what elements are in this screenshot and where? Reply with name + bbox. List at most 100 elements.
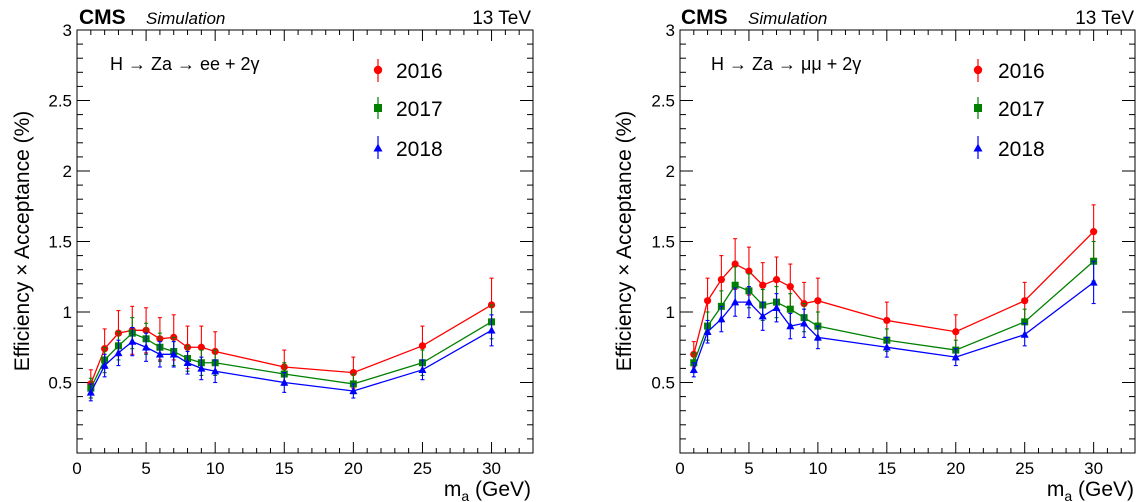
left-axis-ticks [76, 29, 534, 453]
right-y-tick-label: 2 [666, 162, 675, 181]
left-series-line-2017 [90, 321, 492, 389]
right-point-2018 [717, 314, 726, 323]
right-point-2016 [772, 275, 781, 284]
left-legend-label-2017: 2017 [396, 98, 443, 121]
left-simulation-label: Simulation [146, 9, 225, 28]
left-point-2018 [128, 337, 137, 345]
right-legend-marker-2018 [973, 143, 983, 152]
right-series-line-2016 [693, 231, 1095, 355]
right-chart-panel: 0 5 10 15 20 25 300.511.522.53 CMS Simulation … [613, 6, 1136, 502]
right-point-2017 [731, 281, 739, 289]
left-x-tick-label: 0 [72, 459, 81, 478]
right-x-axis-title: ma (GeV) [1047, 478, 1134, 502]
right-point-2018 [813, 333, 822, 341]
right-point-2018 [951, 352, 960, 361]
right-point-2018 [758, 312, 767, 320]
right-legend-marker-2016 [973, 65, 983, 75]
right-x-tick-label: 30 [1084, 459, 1103, 478]
right-point-2016 [745, 267, 753, 275]
left-point-2018 [211, 367, 220, 375]
right-point-2018 [731, 297, 740, 306]
right-legend-label-2017: 2017 [998, 98, 1045, 121]
right-point-2016 [786, 283, 794, 291]
left-legend-entry-2016: 2016 [373, 59, 443, 83]
right-point-2017 [786, 305, 794, 313]
left-y-tick-label: 3 [63, 21, 72, 40]
right-x-tick-label: 5 [744, 459, 753, 478]
left-plot-frame [76, 29, 534, 454]
right-point-2016 [1021, 297, 1029, 305]
left-point-2018 [487, 326, 496, 334]
left-x-tick-label: 25 [413, 459, 432, 478]
right-point-2018 [882, 343, 891, 351]
left-y-tick-label: 2.5 [48, 92, 72, 111]
left-legend: 2016 2017 2018 [373, 59, 443, 161]
left-point-2016 [197, 343, 205, 351]
right-energy-label: 13 TeV [1075, 8, 1134, 29]
left-legend-marker-2018 [373, 143, 383, 152]
left-experiment-label: CMS [79, 6, 126, 29]
left-legend-entry-2018: 2018 [373, 136, 443, 161]
left-y-tick-label: 1.5 [48, 233, 72, 252]
right-point-2018 [786, 321, 795, 330]
right-legend-entry-2017: 2017 [974, 97, 1045, 121]
right-series-line-2017 [693, 260, 1095, 363]
left-y-tick-label: 2 [63, 162, 72, 181]
right-process-label: H → Za → μμ + 2γ [711, 54, 861, 74]
right-legend: 2016 2017 2018 [973, 59, 1045, 161]
left-process-label: H → Za → ee + 2γ [110, 54, 260, 74]
right-plot-frame [679, 29, 1136, 454]
right-axis-ticks [679, 29, 1136, 453]
right-point-2016 [952, 328, 960, 336]
right-point-2018 [800, 319, 809, 327]
right-point-2018 [744, 297, 753, 306]
left-series-line-2018 [90, 329, 492, 393]
right-y-axis-title: Efficiency × Acceptance (%) [613, 111, 636, 372]
left-point-2018 [114, 348, 123, 357]
right-point-2016 [1090, 228, 1098, 236]
left-series-line-2016 [90, 304, 492, 385]
left-x-tick-label: 10 [206, 459, 225, 478]
left-y-tick-label: 0.5 [48, 374, 72, 393]
left-point-2018 [100, 361, 109, 369]
right-point-2016 [717, 275, 725, 284]
right-point-2018 [772, 303, 781, 311]
left-series [86, 277, 496, 402]
left-x-tick-label: 5 [141, 459, 150, 478]
left-y-axis-title: Efficiency × Acceptance (%) [11, 111, 34, 372]
right-legend-entry-2018: 2018 [973, 136, 1045, 161]
right-x-tick-label: 10 [808, 459, 827, 478]
right-y-tick-label: 1.5 [651, 233, 675, 252]
right-y-tick-label: 0.5 [651, 374, 675, 393]
right-x-tick-label: 0 [675, 459, 684, 478]
right-series-line-2018 [693, 281, 1095, 371]
right-y-tick-label: 3 [666, 21, 675, 40]
left-point-2018 [86, 388, 95, 396]
right-x-tick-label: 20 [946, 459, 965, 478]
left-point-2018 [155, 350, 164, 358]
right-legend-label-2018: 2018 [998, 138, 1045, 161]
left-x-tick-label: 30 [482, 459, 501, 478]
left-tick-labels: 0 5 10 15 20 25 30 0.5 1 1.5 2 2.5 3 [48, 21, 501, 478]
left-chart-panel: 0 5 10 15 20 25 300.511.522.53 CMS Simulation … [11, 6, 534, 502]
right-point-2016 [731, 260, 739, 268]
right-point-2018 [1020, 330, 1029, 338]
right-point-2018 [1089, 278, 1098, 286]
left-point-2018 [418, 365, 427, 374]
left-energy-label: 13 TeV [472, 8, 531, 29]
left-point-2018 [197, 364, 206, 372]
right-tick-labels: 0 5 10 15 20 25 30 0.5 1 1.5 2 2.5 3 [651, 21, 1103, 478]
right-experiment-label: CMS [681, 6, 728, 29]
left-point-2018 [280, 378, 289, 386]
left-point-2018 [349, 386, 358, 395]
right-point-2016 [703, 297, 712, 305]
left-point-2018 [183, 358, 192, 366]
left-legend-label-2016: 2016 [396, 60, 443, 83]
right-x-tick-label: 15 [877, 459, 896, 478]
right-point-2016 [759, 281, 767, 289]
right-series [689, 204, 1098, 378]
right-legend-marker-2017 [974, 104, 982, 112]
right-x-tick-label: 25 [1015, 459, 1034, 478]
left-point-2018 [142, 343, 151, 351]
